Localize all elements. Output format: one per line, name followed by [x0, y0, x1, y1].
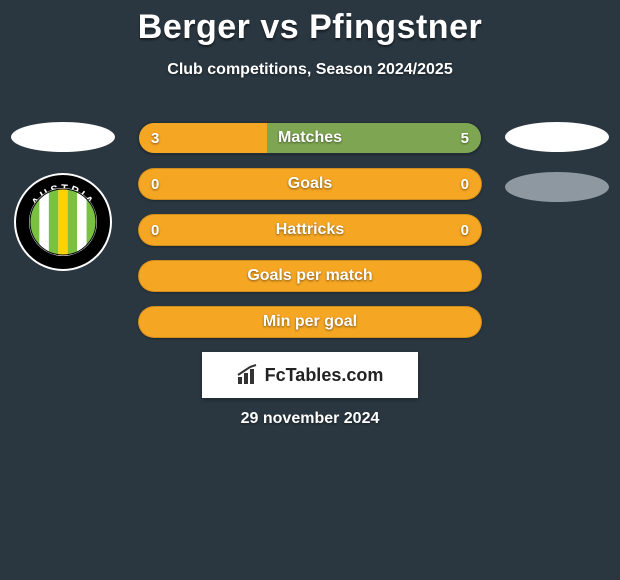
stat-value-right: 0: [461, 215, 469, 245]
date-label: 29 november 2024: [0, 410, 620, 428]
player2-photo-placeholder: [505, 122, 609, 152]
stat-row: Goals0 0: [138, 168, 482, 200]
stat-row: Matches3 5: [138, 122, 482, 154]
stat-row: Goals per match: [138, 260, 482, 292]
watermark: FcTables.com: [202, 352, 418, 398]
stat-row: Min per goal: [138, 306, 482, 338]
stat-value-right: 5: [461, 123, 469, 153]
club-badge-icon: AUSTRIA LUSTENAU: [13, 172, 113, 272]
stat-value-right: 0: [461, 169, 469, 199]
player2-column: [502, 122, 612, 222]
player1-club-badge: AUSTRIA LUSTENAU: [13, 172, 113, 272]
stat-label: Min per goal: [139, 307, 481, 337]
player1-photo-placeholder: [11, 122, 115, 152]
stat-value-left: 3: [151, 123, 159, 153]
player1-column: AUSTRIA LUSTENAU: [8, 122, 118, 272]
stat-label: Goals: [139, 169, 481, 199]
stats-bars: Matches35Goals00Hattricks00Goals per mat…: [138, 122, 482, 352]
player2-club-placeholder: [505, 172, 609, 202]
stat-label: Goals per match: [139, 261, 481, 291]
stat-value-left: 0: [151, 169, 159, 199]
chart-icon: [237, 364, 259, 386]
subtitle: Club competitions, Season 2024/2025: [0, 61, 620, 79]
stat-row: Hattricks0 0: [138, 214, 482, 246]
stat-label: Matches: [139, 123, 481, 153]
watermark-text: FcTables.com: [265, 365, 384, 386]
stat-label: Hattricks: [139, 215, 481, 245]
stat-value-left: 0: [151, 215, 159, 245]
page-title: Berger vs Pfingstner: [0, 0, 620, 47]
